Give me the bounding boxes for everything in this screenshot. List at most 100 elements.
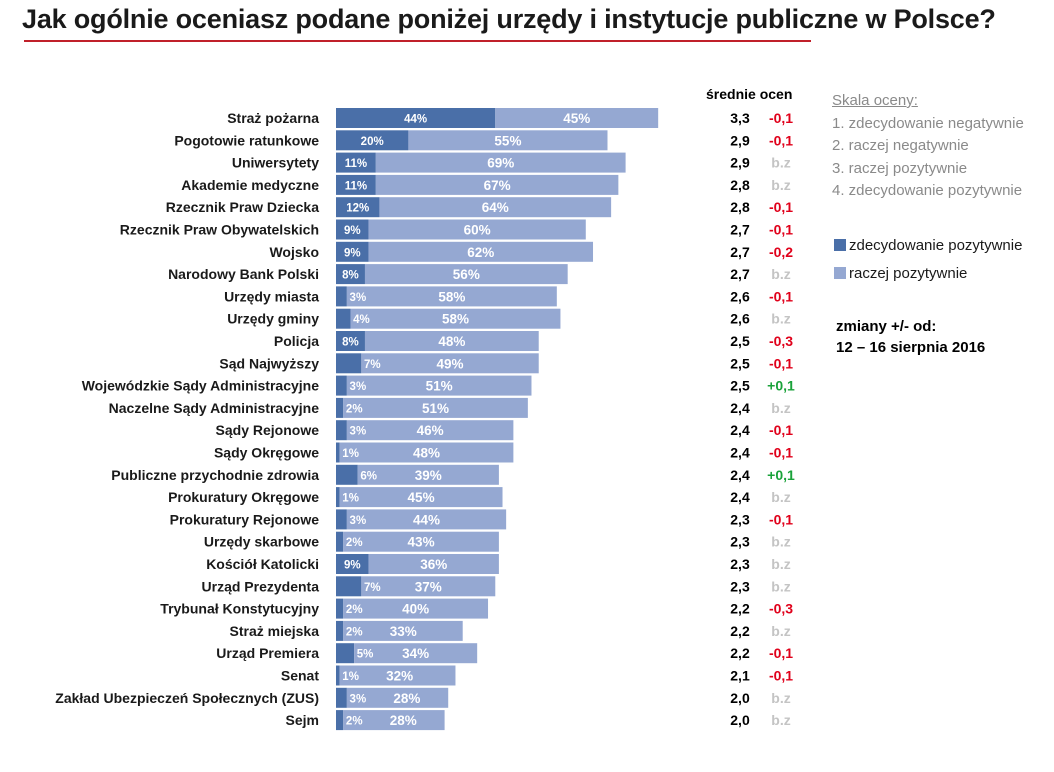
- change-value: b.z: [771, 155, 790, 171]
- data-label-strong: 1%: [342, 493, 359, 505]
- chart-title: Jak ogólnie oceniasz podane poniżej urzę…: [22, 4, 996, 34]
- legend-swatch-strong: [834, 239, 846, 251]
- data-label-strong: 2%: [346, 604, 363, 616]
- data-label-strong: 3%: [350, 381, 367, 393]
- bar-strong-positive: [336, 308, 351, 329]
- change-value: -0,1: [769, 445, 793, 461]
- data-label-rather: 33%: [390, 624, 417, 639]
- category-label: Urzędy gminy: [227, 311, 319, 327]
- category-label: Sejm: [286, 712, 319, 728]
- bar-strong-positive: [336, 375, 347, 396]
- scale-item: 1. zdecydowanie negatywnie: [832, 114, 1024, 132]
- bar-strong-positive: [336, 576, 362, 597]
- data-label-strong: 1%: [342, 448, 359, 460]
- legend-label: zdecydowanie pozytywnie: [849, 237, 1023, 254]
- data-label-rather: 43%: [408, 535, 435, 550]
- category-label: Prokuratury Okręgowe: [168, 489, 319, 505]
- change-value: b.z: [771, 690, 790, 706]
- data-label-rather: 69%: [487, 156, 514, 171]
- data-label-rather: 58%: [442, 312, 469, 327]
- category-label: Urzędy miasta: [224, 288, 319, 304]
- average-value: 2,3: [730, 511, 750, 527]
- change-value: b.z: [771, 311, 790, 327]
- bar-strong-positive: [336, 174, 376, 195]
- category-label: Rzecznik Praw Dziecka: [166, 199, 320, 215]
- change-value: -0,1: [769, 199, 793, 215]
- average-value: 2,2: [730, 645, 750, 661]
- data-label-rather: 51%: [426, 379, 453, 394]
- bar-rather-positive: [368, 241, 594, 262]
- bar-strong-positive: [336, 665, 340, 686]
- bar-rather-positive: [354, 643, 478, 664]
- average-value: 2,4: [730, 445, 750, 461]
- data-label-rather: 51%: [422, 401, 449, 416]
- category-label: Rzecznik Praw Obywatelskich: [120, 222, 319, 238]
- data-label-rather: 28%: [393, 691, 420, 706]
- change-value: b.z: [771, 177, 790, 193]
- title-underline: [24, 40, 811, 42]
- change-value: b.z: [771, 623, 790, 639]
- bar-rather-positive: [343, 397, 528, 418]
- data-label-rather: 64%: [482, 200, 509, 215]
- change-value: b.z: [771, 556, 790, 572]
- bar-strong-positive: [336, 353, 362, 374]
- data-label-strong: 7%: [364, 582, 381, 594]
- category-label: Urząd Premiera: [216, 645, 319, 661]
- scale-item: 2. raczej negatywnie: [832, 137, 969, 154]
- bar-rather-positive: [346, 509, 507, 530]
- bar-strong-positive: [336, 420, 347, 441]
- change-value: -0,1: [769, 355, 793, 371]
- category-label: Urząd Prezydenta: [202, 578, 320, 594]
- bar-rather-positive: [346, 420, 514, 441]
- data-label-strong: 9%: [344, 225, 361, 237]
- bar-strong-positive: [336, 264, 365, 285]
- category-label: Prokuratury Rejonowe: [170, 511, 320, 527]
- data-label-strong: 20%: [361, 136, 384, 148]
- average-value: 2,3: [730, 534, 750, 550]
- bar-rather-positive: [343, 598, 489, 619]
- data-label-strong: 2%: [346, 537, 363, 549]
- data-label-strong: 9%: [344, 560, 361, 572]
- data-label-rather: 32%: [386, 669, 413, 684]
- data-label-rather: 28%: [390, 713, 417, 728]
- data-label-strong: 8%: [342, 337, 359, 349]
- data-label-rather: 36%: [420, 557, 447, 572]
- change-value: b.z: [771, 400, 790, 416]
- category-label: Uniwersytety: [232, 155, 319, 171]
- data-label-rather: 67%: [484, 178, 511, 193]
- data-label-strong: 1%: [342, 671, 359, 683]
- bar-rather-positive: [357, 464, 499, 485]
- legend-label: raczej pozytywnie: [849, 265, 968, 282]
- bar-strong-positive: [336, 643, 355, 664]
- bar-rather-positive: [339, 665, 456, 686]
- bar-rather-positive: [350, 308, 561, 329]
- change-value: +0,1: [767, 467, 795, 483]
- category-label: Narodowy Bank Polski: [168, 266, 319, 282]
- data-label-rather: 48%: [438, 334, 465, 349]
- change-value: b.z: [771, 266, 790, 282]
- bar-rather-positive: [361, 353, 539, 374]
- category-label: Straż miejska: [230, 623, 320, 639]
- rating-scale: Skala oceny: 1. zdecydowanie negatywnie …: [832, 90, 1024, 203]
- change-value: b.z: [771, 578, 790, 594]
- bar-strong-positive: [336, 687, 347, 708]
- data-label-rather: 37%: [415, 579, 442, 594]
- data-label-strong: 44%: [404, 114, 427, 126]
- bar-strong-positive: [336, 509, 347, 530]
- bar-strong-positive: [336, 108, 496, 128]
- data-label-rather: 34%: [402, 646, 429, 661]
- legend-item-strong: zdecydowanie pozytywnie: [834, 237, 1022, 254]
- average-value: 2,8: [730, 199, 750, 215]
- bar-strong-positive: [336, 620, 344, 641]
- category-label: Trybunał Konstytucyjny: [160, 601, 319, 617]
- change-value: -0,1: [769, 132, 793, 148]
- data-label-rather: 44%: [413, 512, 440, 527]
- average-value: 2,5: [730, 355, 750, 371]
- legend-swatch-rather: [834, 267, 846, 279]
- category-label: Kościół Katolicki: [206, 556, 319, 572]
- data-label-rather: 46%: [417, 423, 444, 438]
- data-label-strong: 9%: [344, 247, 361, 259]
- category-label: Senat: [281, 668, 319, 684]
- average-value: 2,6: [730, 288, 750, 304]
